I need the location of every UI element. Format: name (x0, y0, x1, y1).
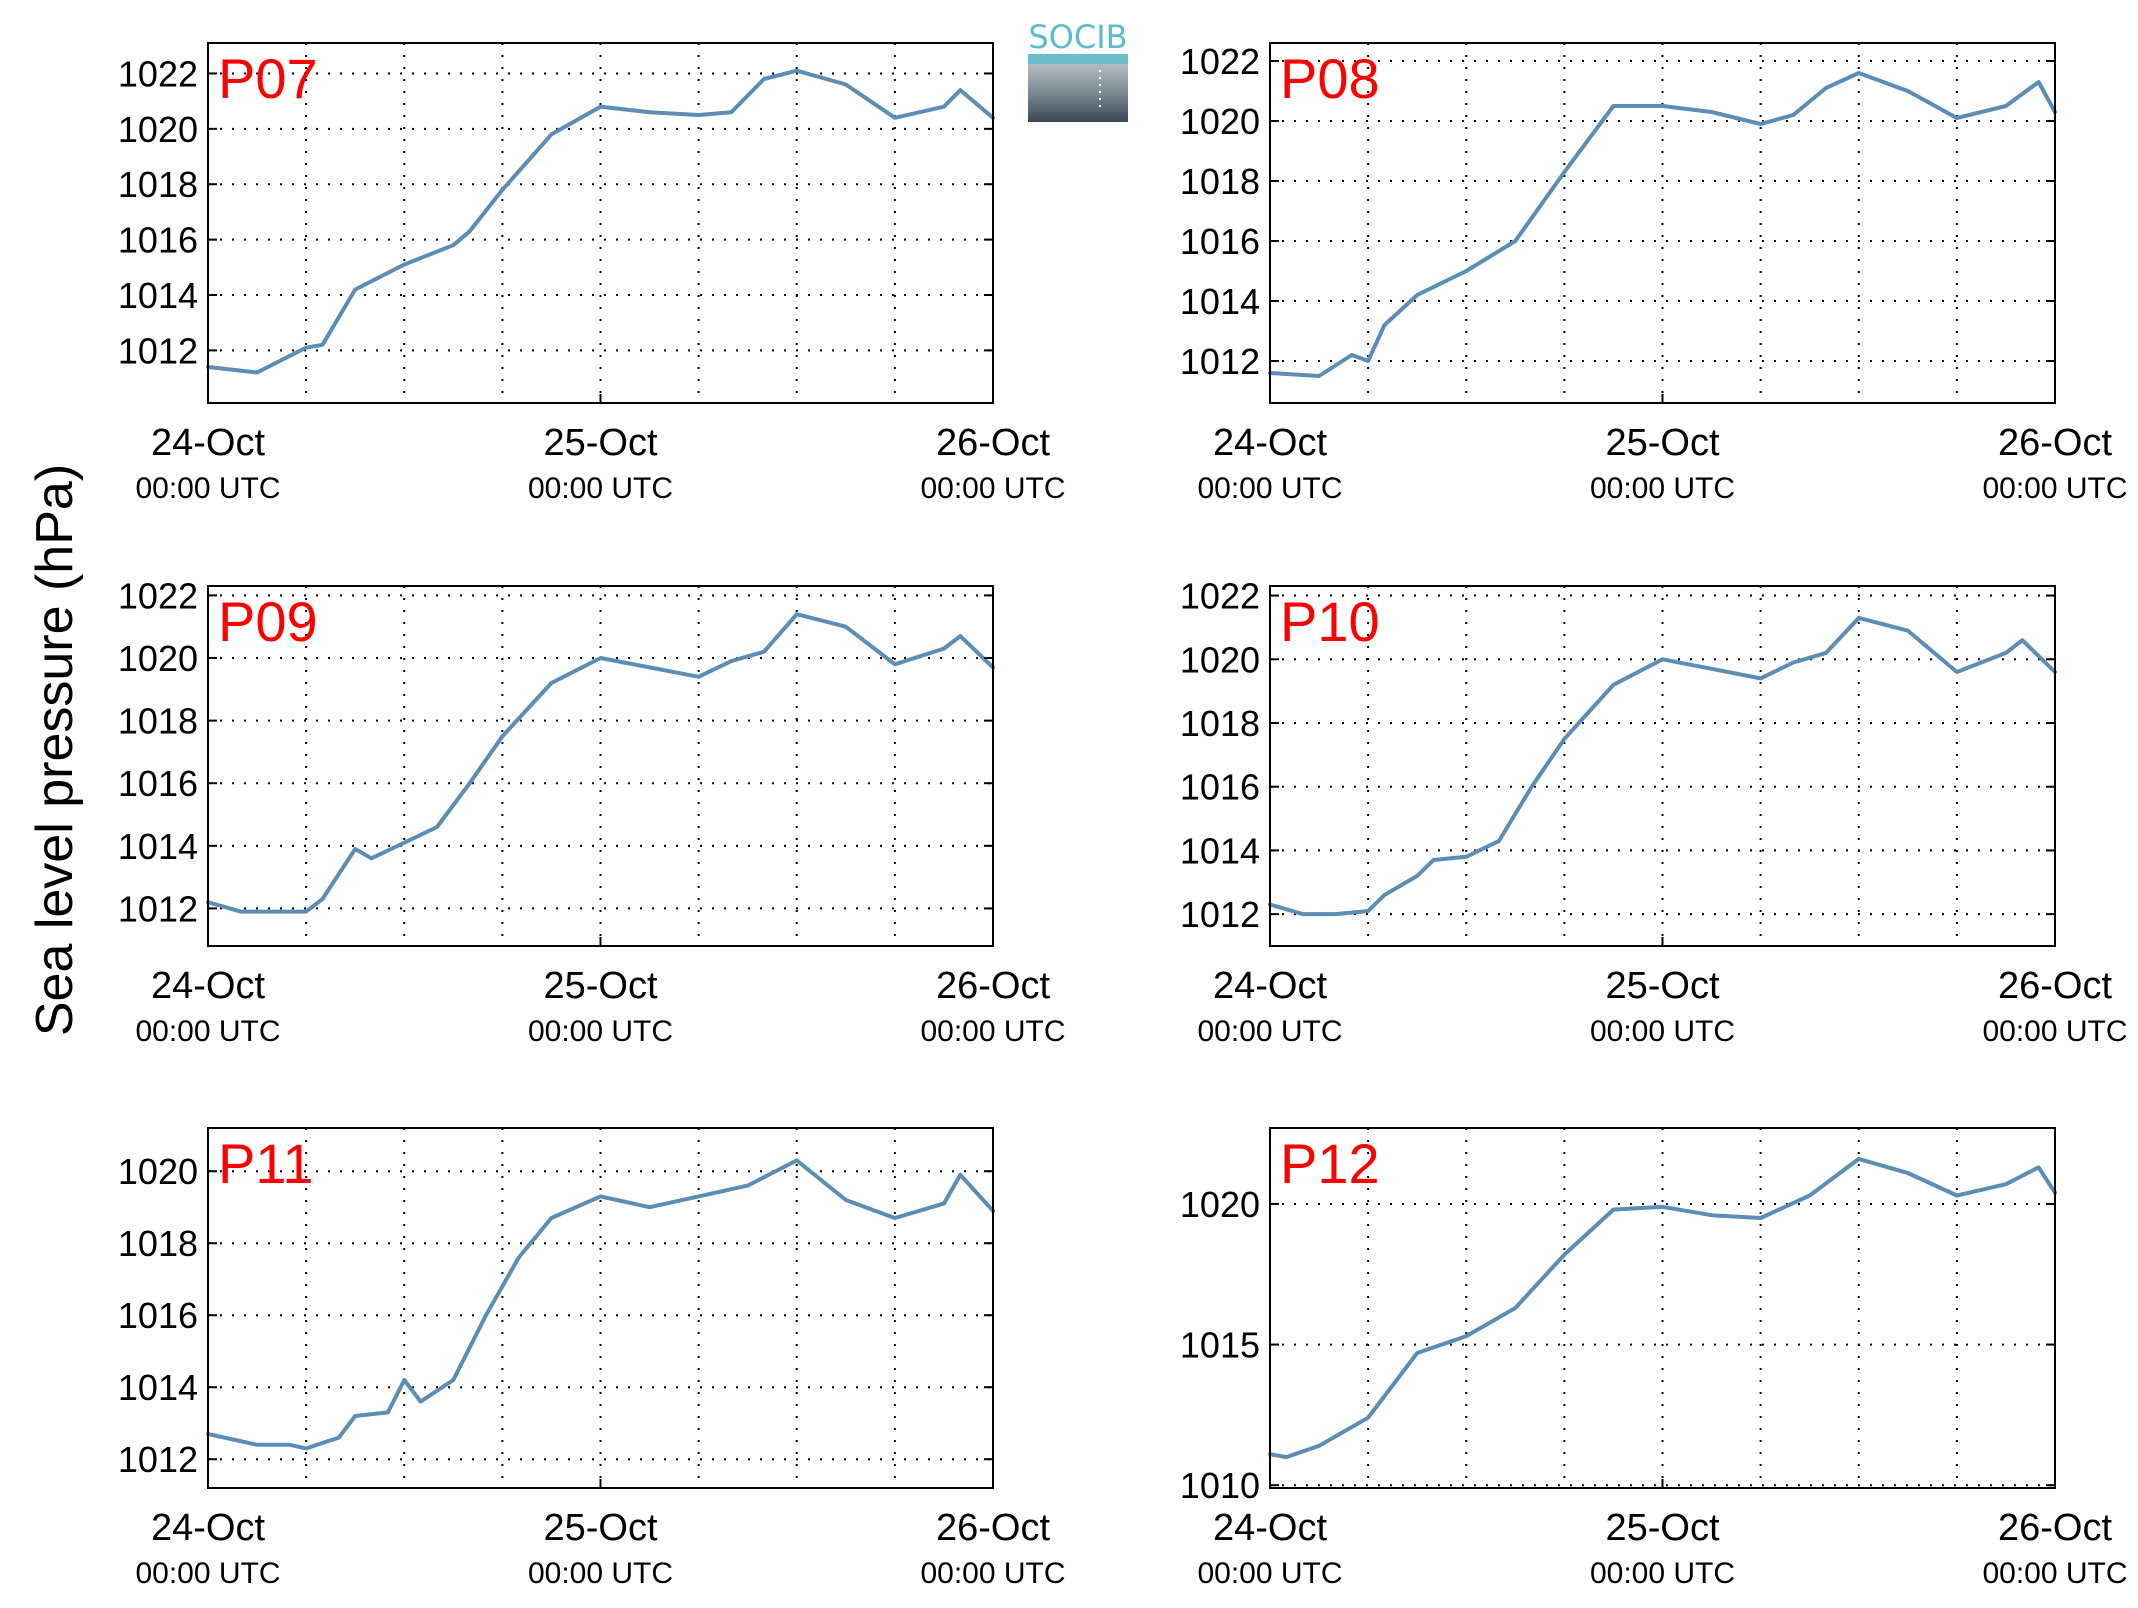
x-tick-label-date: 26-Oct (1998, 422, 2112, 464)
y-tick-label: 1018 (118, 1223, 198, 1264)
x-tick-label-time: 00:00 UTC (920, 472, 1065, 505)
chart-panel-p09: 1012 1014 1016 1018 1020 1022 24-Oct 00:00 UTC 2… (118, 575, 1066, 1048)
x-tick-label-time: 00:00 UTC (528, 1015, 673, 1048)
series-line-p12 (1268, 1156, 2057, 1460)
station-label: P08 (1280, 47, 1380, 110)
x-tick-label-date: 25-Oct (543, 422, 657, 464)
x-tick-label-time: 00:00 UTC (920, 1015, 1065, 1048)
station-label: P09 (218, 590, 318, 653)
y-tick-label: 1018 (1180, 703, 1260, 744)
chart-panels: 1012 1014 1016 1018 1020 1022 24-Oct 00:00 UTC 2… (118, 41, 2128, 1590)
x-tick-label-time: 00:00 UTC (1590, 472, 1735, 505)
y-tick-label: 1020 (118, 638, 198, 679)
y-tick-label: 1014 (118, 275, 198, 316)
x-tick-label-date: 24-Oct (1213, 1507, 1327, 1549)
x-tick-label-date: 26-Oct (1998, 965, 2112, 1007)
chart-panel-p07: 1012 1014 1016 1018 1020 1022 24-Oct 00:00 UTC 2… (118, 42, 1066, 505)
station-label: P12 (1280, 1132, 1380, 1195)
x-tick-label-time: 00:00 UTC (1982, 1015, 2127, 1048)
y-tick-label: 1018 (118, 164, 198, 205)
x-tick-label-date: 26-Oct (936, 422, 1050, 464)
x-tick-label-time: 00:00 UTC (1982, 472, 2127, 505)
chart-panel-p10: 1012 1014 1016 1018 1020 1022 24-Oct 00:00 UTC 2… (1180, 576, 2128, 1048)
x-tick-label-date: 24-Oct (151, 422, 265, 464)
y-tick-label: 1010 (1180, 1465, 1260, 1506)
y-axis-label: Sea level pressure (hPa) (26, 464, 84, 1036)
y-tick-label: 1012 (118, 330, 198, 371)
x-tick-label-time: 00:00 UTC (920, 1557, 1065, 1590)
socib-logo-mark (1028, 54, 1128, 122)
y-tick-label: 1018 (118, 701, 198, 742)
y-tick-label: 1012 (1180, 341, 1260, 382)
x-tick-label-time: 00:00 UTC (1197, 1015, 1342, 1048)
x-tick-label-date: 26-Oct (1998, 1507, 2112, 1549)
y-tick-label: 1016 (118, 1295, 198, 1336)
x-tick-label-time: 00:00 UTC (528, 472, 673, 505)
x-tick-label-time: 00:00 UTC (135, 1015, 280, 1048)
series-line-p07 (206, 68, 995, 375)
y-tick-label: 1014 (1180, 830, 1260, 871)
y-tick-label: 1014 (118, 1367, 198, 1408)
x-tick-label-time: 00:00 UTC (135, 472, 280, 505)
y-tick-label: 1016 (118, 763, 198, 804)
y-tick-label: 1012 (118, 1439, 198, 1480)
y-tick-label: 1022 (1180, 576, 1260, 617)
series-line-p08 (1268, 71, 2057, 378)
x-tick-label-date: 24-Oct (1213, 422, 1327, 464)
series-line-p09 (206, 612, 995, 914)
y-tick-label: 1018 (1180, 161, 1260, 202)
x-tick-label-time: 00:00 UTC (1590, 1015, 1735, 1048)
x-tick-label-date: 25-Oct (1605, 1507, 1719, 1549)
x-tick-label-date: 24-Oct (151, 965, 265, 1007)
y-tick-label: 1020 (118, 1151, 198, 1192)
x-tick-label-time: 00:00 UTC (1590, 1557, 1735, 1590)
x-tick-label-time: 00:00 UTC (528, 1557, 673, 1590)
y-tick-label: 1022 (1180, 41, 1260, 82)
y-tick-label: 1020 (1180, 101, 1260, 142)
socib-logo: SOCIB (1028, 18, 1128, 122)
station-label: P10 (1280, 590, 1380, 653)
y-tick-label: 1015 (1180, 1325, 1260, 1366)
station-label: P07 (218, 47, 318, 110)
x-tick-label-date: 24-Oct (1213, 965, 1327, 1007)
chart-panel-p12: 1010 1015 1020 24-Oct 00:00 UTC 25-Oct 00:00 U… (1180, 1127, 2128, 1590)
x-tick-label-date: 26-Oct (936, 1507, 1050, 1549)
y-tick-label: 1012 (118, 888, 198, 929)
y-tick-label: 1016 (1180, 767, 1260, 808)
x-tick-label-date: 25-Oct (1605, 422, 1719, 464)
x-tick-label-date: 25-Oct (1605, 965, 1719, 1007)
y-tick-label: 1014 (118, 826, 198, 867)
chart-panel-p11: 1012 1014 1016 1018 1020 24-Oct 00:00 UTC 25-Oc… (118, 1127, 1066, 1590)
y-tick-label: 1020 (1180, 1184, 1260, 1225)
x-tick-label-time: 00:00 UTC (1982, 1557, 2127, 1590)
y-tick-label: 1016 (118, 220, 198, 261)
x-tick-label-date: 24-Oct (151, 1507, 265, 1549)
y-tick-label: 1016 (1180, 221, 1260, 262)
series-line-p11 (206, 1158, 995, 1451)
series-line-p10 (1268, 615, 2057, 917)
x-tick-label-time: 00:00 UTC (1197, 1557, 1342, 1590)
station-label: P11 (218, 1132, 313, 1195)
y-tick-label: 1020 (1180, 639, 1260, 680)
socib-logo-text: SOCIB (1028, 18, 1127, 56)
y-tick-label: 1014 (1180, 281, 1260, 322)
y-tick-label: 1022 (118, 53, 198, 94)
y-tick-label: 1022 (118, 575, 198, 616)
y-tick-label: 1020 (118, 109, 198, 150)
x-tick-label-time: 00:00 UTC (135, 1557, 280, 1590)
x-tick-label-time: 00:00 UTC (1197, 472, 1342, 505)
chart-panel-p08: 1012 1014 1016 1018 1020 1022 24-Oct 00:00 UTC 2… (1180, 41, 2128, 505)
x-tick-label-date: 25-Oct (543, 965, 657, 1007)
x-tick-label-date: 25-Oct (543, 1507, 657, 1549)
y-tick-label: 1012 (1180, 894, 1260, 935)
x-tick-label-date: 26-Oct (936, 965, 1050, 1007)
